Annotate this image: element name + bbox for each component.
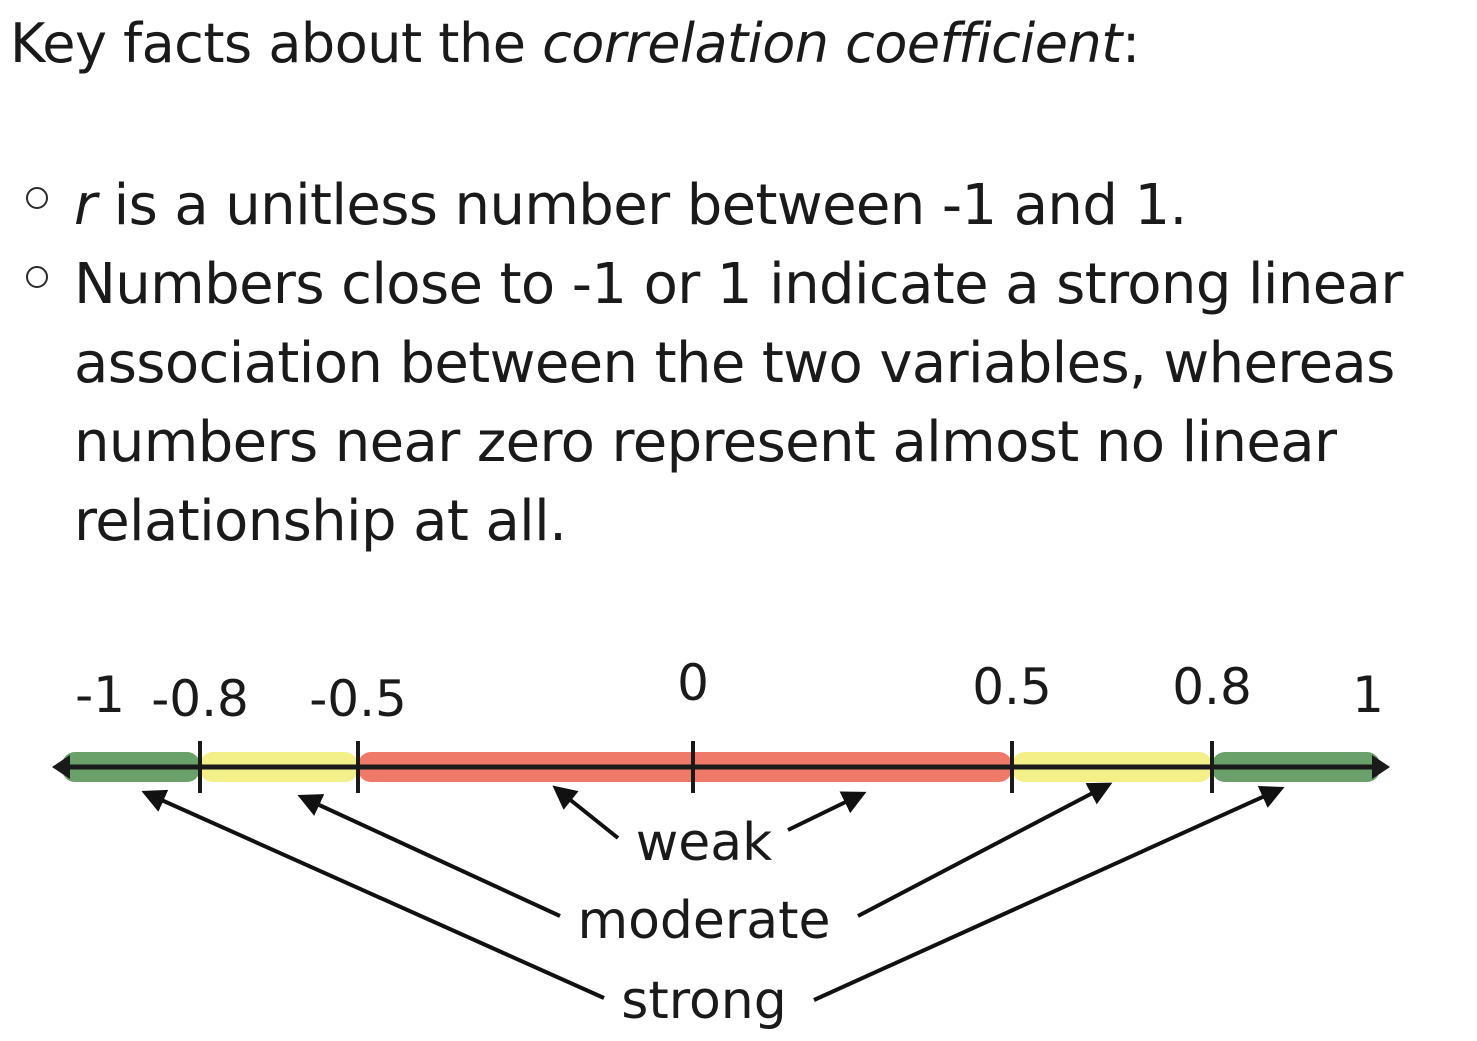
arrow-left-icon (52, 755, 70, 779)
bullet-text: is a unitless number between -1 and 1. (96, 173, 1188, 238)
weak-arrows (552, 785, 867, 840)
label-moderate: moderate (577, 891, 830, 951)
weak-arrow-right (787, 791, 867, 832)
tick-label: 0.5 (972, 658, 1052, 716)
moderate-arrow-left (297, 794, 561, 918)
bullet-item-strength: Numbers close to -1 or 1 indicate a stro… (22, 245, 1462, 561)
tick-label: 0.8 (1172, 658, 1252, 716)
bullet-item-range: r is a unitless number between -1 and 1. (22, 166, 1462, 245)
label-weak: weak (636, 813, 773, 873)
moderate-arrow-right (857, 782, 1113, 918)
strong-arrow-right (813, 785, 1285, 1002)
slide-heading: Key facts about the correlation coeffici… (10, 6, 1140, 82)
heading-suffix: : (1121, 12, 1140, 75)
tick-label: 0 (677, 654, 709, 712)
correlation-strength-scale: -1 -0.8 -0.5 0 0.5 0.8 1 weak moderate strong (52, 654, 1390, 1031)
bullet-list: r is a unitless number between -1 and 1.… (22, 166, 1462, 561)
tick-label: 1 (1352, 666, 1384, 724)
bullet-circle-icon (26, 187, 48, 209)
arrow-right-icon (1372, 755, 1390, 779)
moderate-arrows (297, 782, 1113, 918)
bullet-variable: r (74, 173, 97, 238)
tick-group: -1 -0.8 -0.5 0 0.5 0.8 1 (75, 654, 1384, 793)
tick-label: -0.5 (309, 670, 407, 728)
weak-arrow-left (552, 785, 620, 840)
tick-label: -0.8 (151, 670, 249, 728)
bullet-text: Numbers close to -1 or 1 indicate a stro… (74, 252, 1403, 554)
label-strong: strong (621, 971, 787, 1031)
strong-arrows (141, 785, 1285, 1002)
strong-arrow-left (141, 789, 605, 1000)
tick-label: -1 (75, 666, 125, 724)
heading-emphasis: correlation coefficient (542, 12, 1122, 75)
bullet-circle-icon (26, 266, 48, 288)
heading-prefix: Key facts about the (10, 12, 543, 75)
